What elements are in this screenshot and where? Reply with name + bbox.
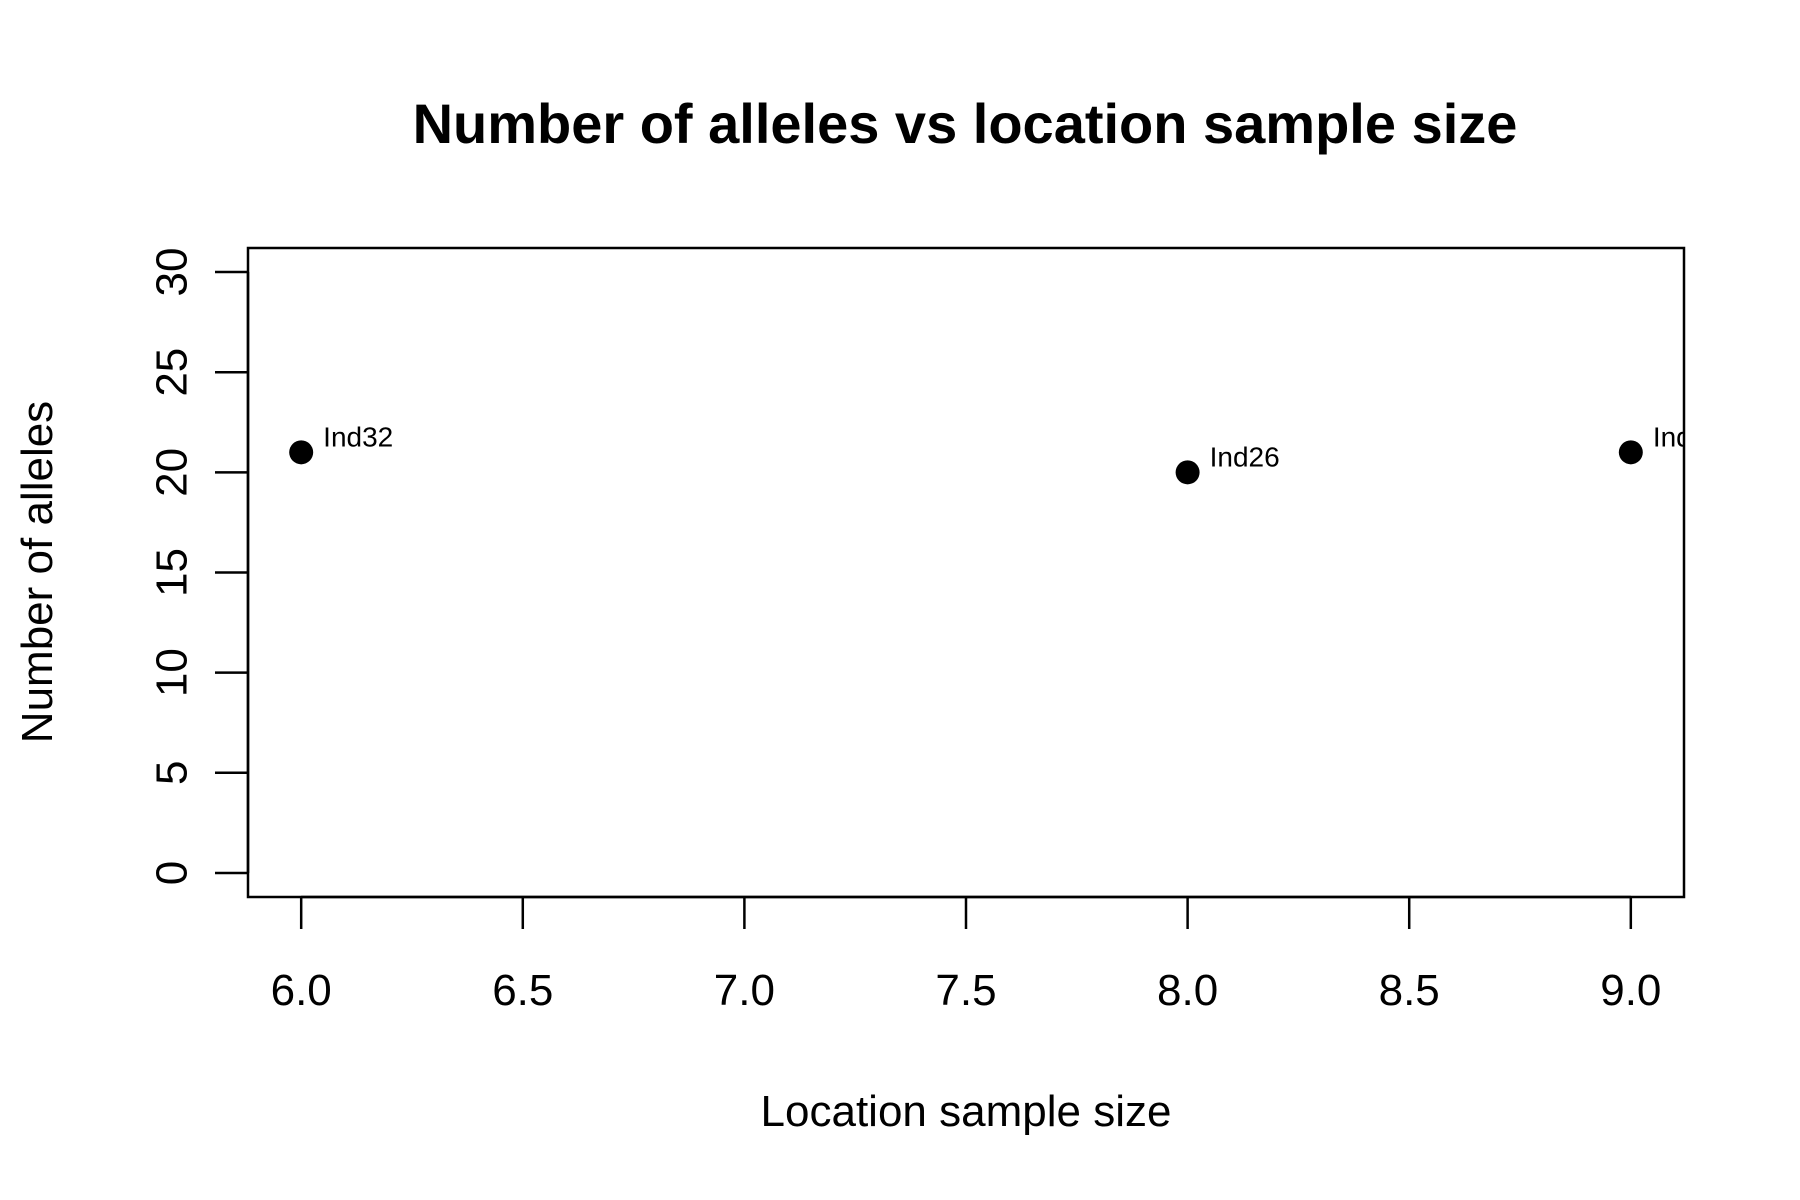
x-tick-label: 9.0 bbox=[1600, 966, 1661, 1015]
data-points: Ind32 Ind26 Ind bbox=[289, 421, 1692, 485]
x-tick-label: 6.5 bbox=[492, 966, 553, 1015]
x-tick-label: 7.0 bbox=[714, 966, 775, 1015]
y-tick-label: 5 bbox=[148, 761, 197, 785]
x-tick-label: 8.0 bbox=[1157, 966, 1218, 1015]
x-axis: 6.0 6.5 7.0 7.5 8.0 8.5 9.0 bbox=[271, 895, 1661, 1015]
data-point-label: Ind32 bbox=[323, 421, 393, 452]
y-tick-label: 10 bbox=[148, 648, 197, 697]
y-tick-label: 20 bbox=[148, 448, 197, 497]
data-point bbox=[1175, 460, 1200, 485]
plot-frame bbox=[246, 246, 1686, 899]
data-point-label: Ind26 bbox=[1210, 441, 1280, 472]
chart-title: Number of alleles vs location sample siz… bbox=[413, 92, 1518, 155]
data-point bbox=[289, 440, 314, 465]
x-tick-label: 6.0 bbox=[271, 966, 332, 1015]
x-tick-label: 8.5 bbox=[1379, 966, 1440, 1015]
y-tick-label: 30 bbox=[148, 248, 197, 297]
x-tick-label: 7.5 bbox=[935, 966, 996, 1015]
x-axis-label: Location sample size bbox=[761, 1087, 1172, 1136]
data-point-label: Ind bbox=[1653, 421, 1692, 452]
y-tick-label: 15 bbox=[148, 548, 197, 597]
data-point bbox=[1618, 440, 1643, 465]
y-axis-label: Number of alleles bbox=[13, 401, 62, 743]
y-axis: 0 5 10 15 20 25 30 bbox=[148, 248, 250, 885]
y-tick-label: 25 bbox=[148, 348, 197, 397]
y-tick-label: 0 bbox=[148, 861, 197, 885]
